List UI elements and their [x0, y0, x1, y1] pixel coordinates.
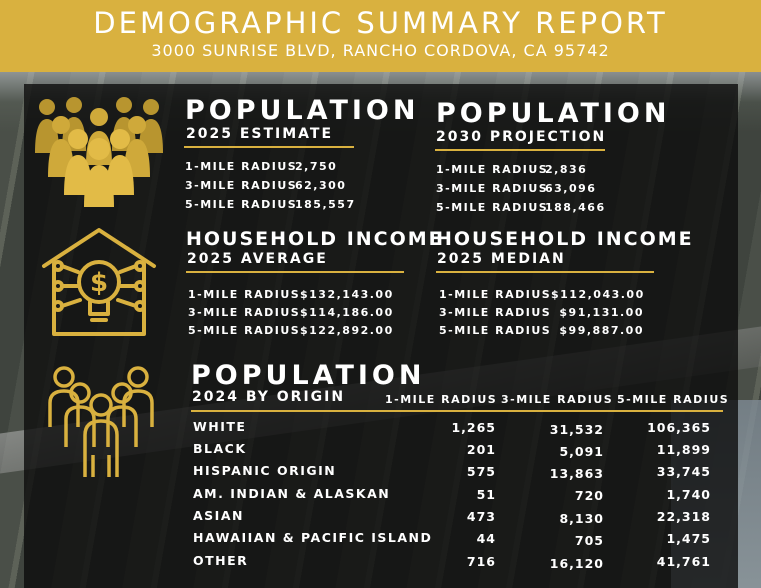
origin-row-value-1mi: 575: [466, 464, 496, 479]
income-median-subtitle: 2025 MEDIAN: [437, 251, 566, 267]
population-2030-label: 1-MILE RADIUS: [436, 163, 549, 176]
origin-row-value-1mi: 44: [476, 531, 496, 546]
origin-row-label: WHITE: [193, 419, 247, 434]
origin-row-value-3mi: 16,120: [549, 556, 604, 571]
origin-row-value-3mi: 5,091: [559, 444, 604, 459]
population-2025-label: 3-MILE RADIUS: [185, 179, 298, 192]
income-average-label: 5-MILE RADIUS: [188, 324, 301, 337]
origin-row-label: HAWAIIAN & PACIFIC ISLAND: [193, 530, 433, 545]
header-banner: DEMOGRAPHIC SUMMARY REPORT 3000 SUNRISE …: [0, 0, 761, 72]
population-2030-label: 5-MILE RADIUS: [436, 201, 549, 214]
report-title: DEMOGRAPHIC SUMMARY REPORT: [93, 6, 668, 40]
origin-row-value-3mi: 705: [574, 533, 604, 548]
origin-row-value-5mi: 33,745: [656, 464, 711, 479]
origin-row-value-5mi: 11,899: [656, 442, 711, 457]
origin-column-header: 3-MILE RADIUS: [501, 393, 614, 406]
income-median-label: 1-MILE RADIUS: [439, 288, 552, 301]
population-2030-subtitle: 2030 PROJECTION: [436, 129, 607, 145]
origin-subtitle: 2024 BY ORIGIN: [192, 389, 346, 405]
population-2030-value: 188,466: [545, 201, 606, 214]
income-median-value: $91,131.00: [559, 306, 644, 319]
crowd-icon: [35, 97, 163, 207]
income-median-value: $112,043.00: [551, 288, 645, 301]
income-average-value: $132,143.00: [300, 288, 394, 301]
income-average-title: HOUSEHOLD INCOME: [186, 228, 444, 250]
income-median-title: HOUSEHOLD INCOME: [436, 228, 694, 250]
origin-row-value-3mi: 13,863: [549, 466, 604, 481]
origin-row-value-5mi: 1,740: [666, 487, 711, 502]
origin-row-value-3mi: 31,532: [549, 422, 604, 437]
income-median-rule: [436, 271, 654, 273]
income-average-value: $114,186.00: [300, 306, 394, 319]
origin-row-value-5mi: 22,318: [656, 509, 711, 524]
origin-row-value-1mi: 201: [466, 442, 496, 457]
origin-row-value-5mi: 41,761: [656, 554, 711, 569]
population-2025-subtitle: 2025 ESTIMATE: [186, 126, 334, 142]
income-median-value: $99,887.00: [559, 324, 644, 337]
population-2030-label: 3-MILE RADIUS: [436, 182, 549, 195]
population-2030-title: POPULATION: [436, 98, 671, 129]
origin-row-label: AM. INDIAN & ALASKAN: [193, 486, 391, 501]
origin-row-value-1mi: 473: [466, 509, 496, 524]
income-average-value: $122,892.00: [300, 324, 394, 337]
origin-row-value-3mi: 720: [574, 488, 604, 503]
population-2025-label: 1-MILE RADIUS: [185, 160, 298, 173]
origin-row-label: BLACK: [193, 441, 247, 456]
population-2025-value: 62,300: [295, 179, 347, 192]
origin-row-value-1mi: 1,265: [451, 420, 496, 435]
population-2030-value: 63,096: [545, 182, 597, 195]
income-average-label: 3-MILE RADIUS: [188, 306, 301, 319]
origin-column-header: 1-MILE RADIUS: [385, 393, 498, 406]
population-2030-value: 2,836: [545, 163, 588, 176]
population-2025-label: 5-MILE RADIUS: [185, 198, 298, 211]
origin-row-value-1mi: 51: [476, 487, 496, 502]
population-2025-title: POPULATION: [185, 95, 420, 126]
origin-row-label: OTHER: [193, 553, 249, 568]
income-median-label: 3-MILE RADIUS: [439, 306, 552, 319]
property-address: 3000 SUNRISE BLVD, RANCHO CORDOVA, CA 95…: [151, 41, 610, 60]
income-average-subtitle: 2025 AVERAGE: [187, 251, 328, 267]
origin-row-label: HISPANIC ORIGIN: [193, 463, 337, 478]
origin-row-value-5mi: 106,365: [647, 420, 711, 435]
population-2025-value: 2,750: [295, 160, 338, 173]
population-2025-rule: [184, 146, 354, 148]
income-average-label: 1-MILE RADIUS: [188, 288, 301, 301]
svg-text:$: $: [90, 268, 108, 298]
income-median-label: 5-MILE RADIUS: [439, 324, 552, 337]
people-outline-icon: [48, 366, 154, 477]
origin-title: POPULATION: [191, 360, 426, 391]
origin-row-value-5mi: 1,475: [666, 531, 711, 546]
origin-row-value-1mi: 716: [466, 554, 496, 569]
origin-row-value-3mi: 8,130: [559, 511, 604, 526]
population-2025-value: 185,557: [295, 198, 356, 211]
population-2030-rule: [435, 149, 605, 151]
income-average-rule: [186, 271, 404, 273]
origin-rule: [191, 410, 723, 412]
origin-row-label: ASIAN: [193, 508, 244, 523]
origin-column-header: 5-MILE RADIUS: [617, 393, 730, 406]
house-lightbulb-dollar-icon: $: [42, 228, 156, 336]
